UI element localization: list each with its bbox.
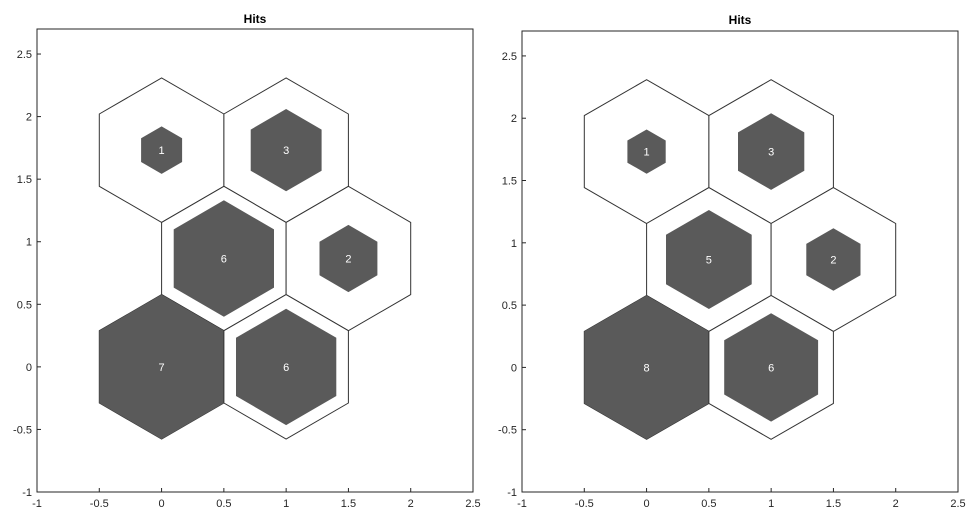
neuron-hit-mark: [236, 308, 337, 426]
y-tick-label: -0.5: [13, 424, 32, 436]
x-tick-label: 2: [893, 498, 899, 510]
hit-count-label: 1: [159, 145, 165, 157]
hit-count-label: 6: [221, 253, 227, 265]
y-tick-label: 2: [511, 113, 517, 125]
neuron-hit-mark: [738, 113, 805, 190]
y-tick-label: 0: [511, 362, 517, 374]
neuron-hit-mark: [99, 294, 224, 440]
y-tick-label: -0.5: [498, 425, 517, 437]
x-tick-label: 0.5: [216, 498, 231, 510]
hit-count-label: 2: [345, 253, 351, 265]
neuron-hit-mark: [666, 210, 752, 309]
y-tick-label: 1.5: [502, 176, 517, 188]
neuron-hit-mark: [250, 109, 322, 192]
x-tick-label: 2.5: [950, 498, 965, 510]
x-tick-label: 1: [768, 498, 774, 510]
neuron-hit-mark: [584, 295, 709, 440]
neuron-hit-mark: [627, 129, 666, 174]
neuron-hit-mark: [141, 126, 183, 174]
x-tick-label: 2: [408, 498, 414, 510]
neuron-hit-mark: [806, 228, 861, 291]
y-tick-label: 2.5: [17, 49, 32, 61]
hit-count-label: 3: [283, 145, 289, 157]
hit-count-label: 7: [159, 362, 165, 374]
x-tick-label: -0.5: [575, 498, 594, 510]
y-tick-label: 0.5: [17, 299, 32, 311]
neuron-hit-mark: [173, 200, 274, 317]
x-tick-label: 1: [283, 498, 289, 510]
hit-count-label: 6: [283, 362, 289, 374]
chart-panel-1: Hits -1 -0.5 0 0.5 1 1.5 2 2.5 -1 -0.5 0 0.5 1 1.5 2 2.5…: [13, 12, 481, 510]
hit-count-label: 6: [768, 362, 774, 374]
y-tick-label: 1: [511, 238, 517, 250]
x-tick-label: 2.5: [465, 498, 480, 510]
neuron-hit-mark: [319, 224, 378, 293]
x-tick-label: -1: [517, 498, 527, 510]
x-tick-label: -1: [32, 498, 42, 510]
hit-count-label: 5: [706, 255, 712, 267]
x-tick-label: 0: [644, 498, 650, 510]
y-tick-label: 0.5: [502, 300, 517, 312]
hit-count-label: 8: [644, 362, 650, 374]
chart-panel-2: Hits -1 -0.5 0 0.5 1 1.5 2 2.5 -1 -0.5 0 0.5 1 1.5 2 2.5…: [498, 13, 966, 510]
y-tick-label: 2: [26, 112, 32, 124]
hit-count-label: 2: [830, 255, 836, 267]
y-tick-label: -1: [507, 487, 517, 499]
y-tick-label: 0: [26, 362, 32, 374]
x-tick-label: 1.5: [826, 498, 841, 510]
neuron-hit-mark: [724, 313, 819, 422]
hit-count-label: 3: [768, 147, 774, 159]
y-tick-label: 2.5: [502, 51, 517, 63]
hit-count-label: 1: [644, 147, 650, 159]
x-tick-label: -0.5: [90, 498, 109, 510]
y-tick-label: 1: [26, 237, 32, 249]
y-tick-label: 1.5: [17, 174, 32, 186]
x-tick-label: 0.5: [701, 498, 716, 510]
y-tick-label: -1: [22, 487, 32, 499]
x-tick-label: 1.5: [341, 498, 356, 510]
x-tick-label: 0: [159, 498, 165, 510]
chart-title: Hits: [244, 12, 267, 26]
chart-title: Hits: [729, 13, 752, 27]
